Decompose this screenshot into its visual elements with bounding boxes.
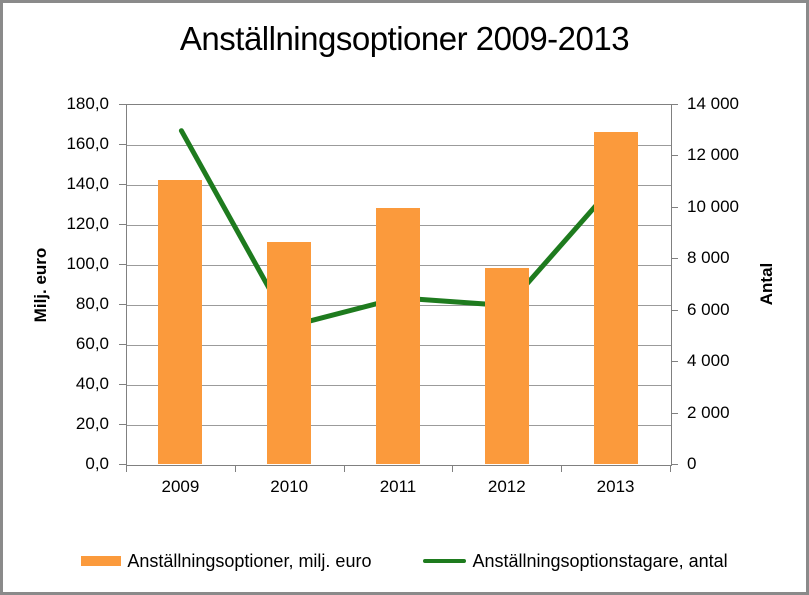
legend-item-bar-series: Anställningsoptioner, milj. euro (81, 551, 371, 572)
left-axis-tick (119, 464, 126, 465)
legend: Anställningsoptioner, milj. euro Anställ… (3, 544, 806, 578)
left-axis-tick-label: 100,0 (66, 254, 109, 273)
left-axis-tick (119, 424, 126, 425)
line-series-label: Anställningsoptionstagare, antal (472, 550, 728, 571)
left-axis-tick (119, 184, 126, 185)
right-axis-tick-label: 6 000 (687, 299, 730, 319)
right-axis-tick-label: 12 000 (687, 145, 739, 165)
bar-2010 (267, 242, 312, 464)
right-axis-title: Antal (757, 262, 776, 306)
bar-2009 (158, 180, 203, 464)
left-axis-tick-label: 180,0 (66, 94, 109, 113)
left-axis-tick (119, 304, 126, 305)
x-axis-category-label: 2010 (270, 477, 309, 496)
right-axis-tick (671, 206, 678, 208)
right-axis-tick (671, 361, 678, 363)
x-axis-category-label: 2009 (161, 477, 200, 496)
chart-title: Anställningsoptioner 2009-2013 (179, 20, 630, 57)
x-axis-tick (452, 465, 454, 472)
bar-series-swatch (81, 556, 122, 566)
bar-series-label: Anställningsoptioner, milj. euro (127, 550, 372, 571)
gridline (127, 185, 671, 186)
left-axis-tick (119, 144, 126, 145)
right-axis-tick (671, 412, 678, 414)
right-axis-tick (671, 258, 678, 260)
left-axis-tick-label: 60,0 (75, 334, 109, 353)
right-axis-tick (671, 104, 678, 105)
left-axis-tick-label: 80,0 (75, 294, 109, 313)
line-series-swatch (423, 559, 467, 563)
left-axis-tick-label: 0,0 (85, 454, 109, 473)
right-axis-tick-label: 4 000 (687, 351, 730, 371)
right-axis-tick (671, 464, 678, 465)
x-axis-tick (234, 465, 236, 472)
right-axis-tick (671, 309, 678, 311)
x-axis-tick (670, 465, 671, 472)
bar-2011 (376, 208, 420, 464)
right-axis-tick-label: 10 000 (687, 196, 739, 216)
left-axis-tick (119, 384, 126, 385)
right-axis-tick-label: 8 000 (687, 248, 730, 268)
right-axis-tick-label: 14 000 (687, 94, 739, 113)
x-axis-category-label: 2012 (487, 477, 526, 496)
left-axis-tick-label: 140,0 (66, 174, 109, 193)
left-axis-tick-label: 20,0 (75, 414, 109, 433)
left-axis-tick (119, 104, 126, 105)
x-axis-tick (561, 465, 563, 472)
right-axis-tick-label: 2 000 (687, 402, 730, 422)
bar-2012 (484, 268, 529, 464)
x-axis-category-label: 2013 (596, 477, 635, 496)
left-axis-tick-label: 120,0 (66, 214, 109, 233)
right-axis-tick (671, 155, 678, 157)
x-axis-tick (343, 465, 345, 472)
left-axis-tick-label: 40,0 (75, 374, 109, 393)
right-axis-tick-label: 0 (687, 454, 697, 473)
x-axis-category-label: 2011 (379, 477, 417, 496)
bar-2013 (593, 132, 638, 464)
left-axis-tick (119, 264, 126, 265)
x-axis-tick (126, 465, 127, 472)
left-axis-tick-label: 160,0 (66, 134, 109, 153)
gridline (127, 145, 671, 146)
legend-item-line-series: Anställningsoptionstagare, antal (423, 550, 728, 572)
left-axis-tick (119, 224, 126, 225)
left-axis-tick (119, 344, 126, 345)
